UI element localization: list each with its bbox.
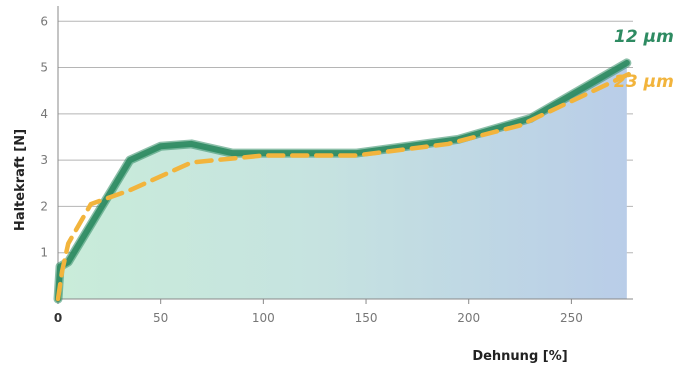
y-tick-label: 6 [40,14,48,28]
series-label-12um: 12 µm [614,27,674,47]
x-tick-label: 0 [54,311,62,325]
x-tick-label: 100 [252,311,275,325]
tick-labels: 1 2 3 4 5 6 0 50 100 150 200 250 [40,14,582,325]
y-tick-label: 1 [40,246,48,260]
x-tick-label: 50 [153,311,168,325]
series-lines [53,58,636,304]
y-tick-label: 3 [40,153,48,167]
series-label-23um: 23 µm [614,72,674,92]
y-tick-label: 2 [40,199,48,213]
y-tick-label: 5 [40,61,48,75]
area-layer [58,62,627,299]
axes [57,6,633,304]
x-tick-label: 150 [355,311,378,325]
y-tick-label: 4 [40,107,48,121]
labels: 12 µm 23 µm Dehnung [%] Haltekraft [N] [13,27,674,364]
x-axis-label: Dehnung [%] [472,349,567,364]
area-fill [58,62,627,299]
x-tick-label: 200 [457,311,480,325]
series-line-23um [55,69,636,302]
y-axis-label: Haltekraft [N] [13,129,28,231]
x-tick-label: 250 [560,311,583,325]
